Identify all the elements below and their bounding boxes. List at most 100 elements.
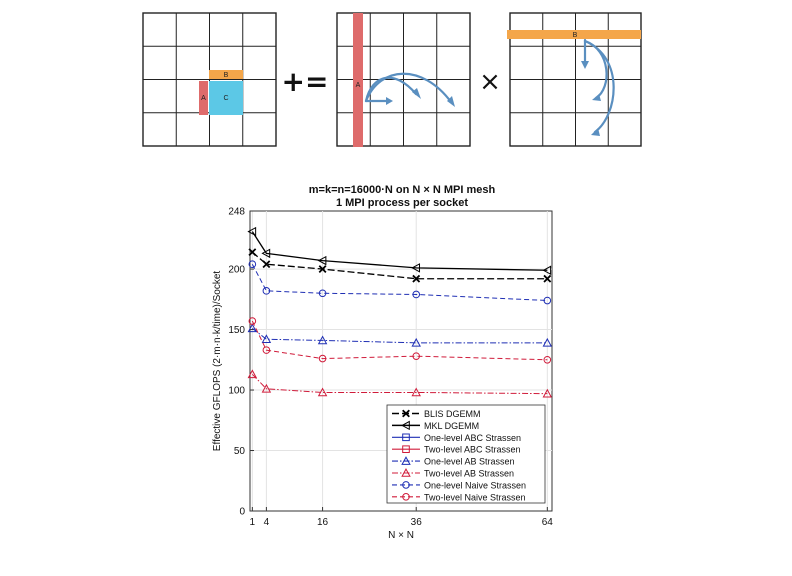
label-b-small: B	[224, 72, 229, 79]
legend-marker	[402, 409, 410, 418]
data-point	[262, 287, 271, 295]
arrowheads-b	[581, 61, 601, 136]
x-tick-label: 16	[317, 517, 329, 528]
y-tick-label: 100	[228, 386, 245, 397]
data-point	[542, 265, 552, 276]
y-axis-label: Effective GFLOPS (2·m·n·k/time)/Socket	[212, 271, 223, 452]
block-c	[209, 81, 243, 115]
data-point	[318, 289, 327, 298]
series	[247, 226, 553, 398]
data-point	[247, 226, 257, 237]
data-point	[317, 387, 328, 397]
data-point	[543, 296, 552, 305]
legend: BLIS DGEMM MKL DGEMM One-level ABC Strasse…	[386, 404, 546, 504]
data-point	[261, 334, 272, 344]
x-tick-label: 36	[411, 517, 423, 528]
series-mkl-dgemm	[247, 226, 552, 276]
legend-marker	[401, 456, 411, 465]
arrowhead-b-2	[592, 94, 601, 101]
chart-subtitle: 1 MPI process per socket	[336, 197, 468, 209]
legend-marker	[402, 481, 410, 489]
panel-b-grid	[510, 13, 641, 146]
data-point	[317, 335, 328, 345]
y-tick-label: 200	[228, 265, 245, 276]
data-point	[411, 337, 421, 347]
panel-c: A B C	[142, 12, 277, 147]
data-point	[247, 369, 258, 379]
legend-marker	[401, 468, 411, 477]
label-b-row: B	[573, 32, 578, 39]
data-point	[318, 265, 327, 274]
series-one-level-naive-strassen	[248, 260, 552, 305]
arrow-b-3	[583, 39, 615, 134]
data-point	[543, 274, 552, 283]
series-line	[251, 263, 548, 302]
panel-a: A	[336, 12, 471, 147]
arrows-a	[364, 72, 453, 104]
label-a-small: A	[201, 95, 206, 102]
x-axis-label: N × N	[388, 530, 414, 541]
legend-label: Two-level ABC Strassen	[424, 445, 521, 455]
legend-label: Two-level AB Strassen	[424, 469, 514, 479]
series-blis-dgemm	[248, 248, 552, 283]
series-line	[252, 327, 548, 344]
data-point	[262, 260, 271, 269]
block-a-small	[199, 81, 208, 115]
data-point	[261, 248, 271, 259]
series-line	[251, 251, 548, 280]
legend-label: One-level ABC Strassen	[424, 433, 521, 443]
data-point	[317, 255, 327, 266]
series-line	[251, 320, 548, 361]
data-point	[412, 290, 421, 299]
arrowheads-a	[386, 88, 455, 107]
block-b-small	[209, 70, 243, 79]
legend-marker	[402, 445, 410, 453]
series-one-level-ab-strassen	[247, 323, 553, 347]
arrowhead-b-3	[591, 128, 600, 136]
series-line	[251, 231, 548, 271]
times-operator: ×	[479, 67, 501, 97]
series-two-level-naive-strassen	[248, 317, 552, 364]
x-tick-label: 1	[250, 517, 256, 528]
data-point	[248, 317, 257, 325]
data-point	[542, 388, 553, 398]
performance-chart: m=k=n=16000·N on N × N MPI mesh 1 MPI pr…	[212, 184, 553, 541]
chart-title: m=k=n=16000·N on N × N MPI mesh	[309, 184, 496, 196]
legend-label: One-level Naive Strassen	[424, 480, 526, 490]
arrowhead-a-3	[386, 97, 393, 105]
block-b-row	[507, 30, 641, 39]
x-tick-label: 64	[542, 517, 554, 528]
legend-marker	[402, 433, 410, 442]
data-point	[318, 354, 327, 363]
y-tick-label: 50	[234, 446, 246, 457]
legend-label: One-level AB Strassen	[424, 457, 515, 467]
series-line	[251, 373, 548, 395]
data-point	[262, 346, 271, 354]
data-point	[248, 248, 257, 257]
data-point	[412, 274, 421, 283]
data-point	[412, 352, 421, 360]
arrow-a-2	[364, 72, 453, 104]
data-point	[248, 260, 257, 269]
plot-frame	[249, 210, 553, 512]
axes: 0 50 100 150 200 248 1 4 16 36 64	[228, 207, 553, 529]
y-tick-label: 150	[228, 325, 245, 336]
legend-label: Two-level Naive Strassen	[424, 492, 526, 502]
data-point	[542, 337, 553, 347]
panel-c-grid	[143, 13, 276, 146]
arrowhead-b-1	[581, 61, 589, 69]
legend-marker	[402, 493, 410, 501]
strassen-diagram: A B C += A ×	[142, 12, 642, 147]
legend-box	[386, 404, 546, 504]
data-point	[543, 355, 552, 364]
arrowhead-a-1	[412, 88, 421, 99]
label-a-column: A	[356, 82, 361, 89]
panel-b: B	[507, 12, 642, 147]
data-point	[261, 383, 272, 393]
label-c: C	[223, 95, 228, 102]
plus-equals-operator: +=	[282, 65, 329, 98]
arrowhead-a-2	[447, 96, 455, 107]
legend-label: MKL DGEMM	[424, 421, 479, 431]
series-two-level-ab-strassen	[247, 369, 553, 398]
